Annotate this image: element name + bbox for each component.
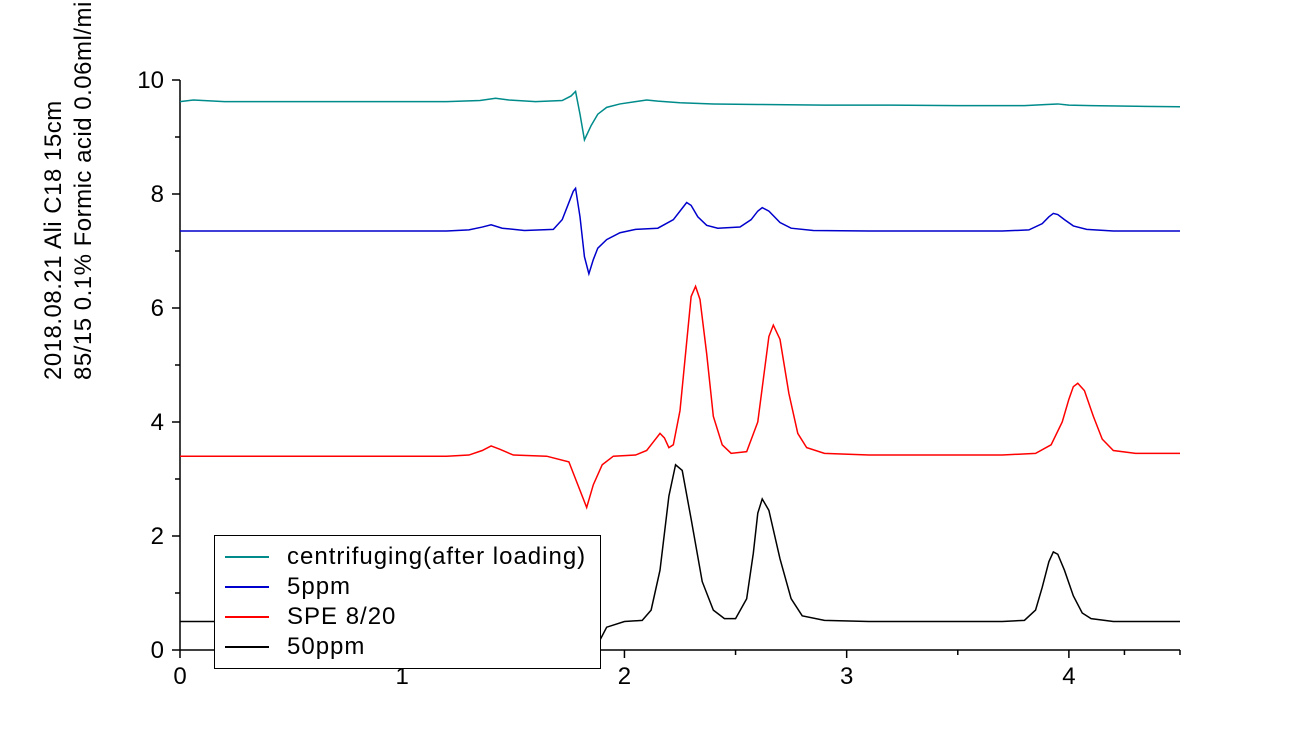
x-tick-label: 3 <box>840 663 853 690</box>
legend-item: 50ppm <box>225 632 586 662</box>
legend-item: 5ppm <box>225 572 586 602</box>
x-tick-label: 0 <box>173 663 186 690</box>
y-tick-label: 2 <box>151 523 164 550</box>
legend: centrifuging(after loading)5ppmSPE 8/205… <box>214 535 601 669</box>
legend-label: 50ppm <box>287 633 365 661</box>
x-tick-label: 4 <box>1062 663 1075 690</box>
legend-item: centrifuging(after loading) <box>225 542 586 572</box>
legend-label: SPE 8/20 <box>287 603 396 631</box>
legend-swatch <box>225 556 269 558</box>
y-tick-label: 6 <box>151 295 164 322</box>
legend-label: centrifuging(after loading) <box>287 543 586 571</box>
legend-label: 5ppm <box>287 573 351 601</box>
y-axis-label-line1: 2018.08.21 Ali C18 15cm <box>40 100 68 380</box>
y-tick-label: 8 <box>151 181 164 208</box>
legend-swatch <box>225 616 269 618</box>
series-SPE 8/20 <box>180 286 1180 507</box>
series-5ppm <box>180 188 1180 273</box>
y-axis-label-line2: 85/15 0.1% Formic acid 0.06ml/min 214nm <box>70 0 98 380</box>
legend-swatch <box>225 646 269 648</box>
y-tick-label: 0 <box>151 637 164 664</box>
chromatogram-chart: 2018.08.21 Ali C18 15cm 85/15 0.1% Formi… <box>0 0 1315 751</box>
x-tick-label: 2 <box>618 663 631 690</box>
legend-swatch <box>225 586 269 588</box>
series-centrifuging(after loading) <box>180 91 1180 139</box>
y-tick-label: 10 <box>137 67 164 94</box>
legend-item: SPE 8/20 <box>225 602 586 632</box>
y-tick-label: 4 <box>151 409 164 436</box>
